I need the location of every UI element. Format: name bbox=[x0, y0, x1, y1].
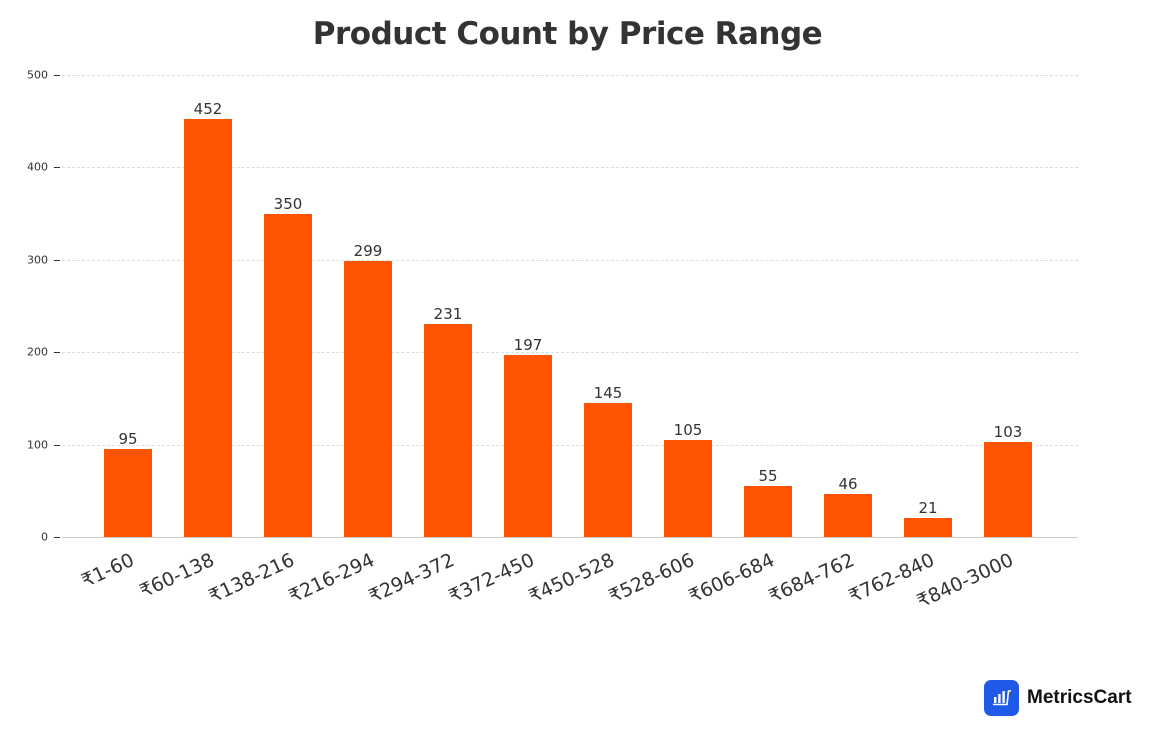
bar bbox=[984, 441, 1032, 537]
x-tick-label: ₹216-294 bbox=[285, 549, 378, 608]
bar-value-label: 103 bbox=[993, 422, 1023, 441]
bar-value-label: 95 bbox=[118, 430, 138, 449]
y-tick-mark bbox=[54, 444, 60, 446]
x-tick-label: ₹684-762 bbox=[765, 549, 858, 608]
x-tick-label: ₹528-606 bbox=[605, 549, 698, 608]
bar-value-label: 21 bbox=[918, 498, 938, 517]
bar-value-label: 145 bbox=[593, 384, 623, 403]
x-tick-label: ₹60-138 bbox=[136, 549, 218, 603]
bar bbox=[904, 517, 952, 537]
y-tick-label: 400 bbox=[27, 160, 48, 174]
bar-value-label: 299 bbox=[353, 241, 383, 260]
x-tick-label: ₹372-450 bbox=[445, 549, 538, 608]
bar-value-label: 231 bbox=[433, 304, 463, 323]
bar bbox=[504, 354, 552, 537]
logo-text: MetricsCart bbox=[1027, 687, 1132, 708]
bar-value-label: 46 bbox=[838, 475, 858, 494]
chart-title: Product Count by Price Range bbox=[312, 16, 823, 52]
bar-value-label: 197 bbox=[513, 335, 543, 354]
bar-value-label: 55 bbox=[758, 467, 778, 486]
metricscart-logo: MetricsCart bbox=[984, 680, 1132, 716]
bar bbox=[584, 403, 632, 537]
y-tick-mark bbox=[54, 259, 60, 261]
bar bbox=[264, 213, 312, 537]
bar bbox=[824, 494, 872, 537]
gridline bbox=[62, 167, 1078, 169]
y-tick-mark bbox=[54, 352, 60, 354]
gridline bbox=[62, 259, 1078, 261]
y-tick-label: 300 bbox=[27, 253, 48, 267]
y-tick-label: 0 bbox=[41, 530, 48, 544]
bar bbox=[344, 260, 392, 537]
bar bbox=[424, 323, 472, 537]
x-tick-label: ₹1-60 bbox=[78, 549, 138, 593]
y-tick-mark bbox=[54, 167, 60, 169]
x-tick-label: ₹450-528 bbox=[525, 549, 618, 608]
y-tick-label: 200 bbox=[27, 345, 48, 359]
x-axis-line bbox=[62, 537, 1078, 538]
bar bbox=[104, 449, 152, 537]
y-tick-mark bbox=[54, 75, 60, 76]
bar bbox=[744, 486, 792, 537]
bar-value-label: 350 bbox=[273, 194, 303, 213]
gridline bbox=[62, 352, 1078, 354]
y-tick-label: 100 bbox=[27, 438, 48, 452]
x-tick-label: ₹138-216 bbox=[205, 549, 298, 608]
bar-chart-cart-icon bbox=[984, 680, 1019, 716]
y-tick-label: 500 bbox=[27, 68, 48, 82]
gridline bbox=[62, 75, 1078, 76]
x-tick-label: ₹606-684 bbox=[685, 549, 778, 608]
bar bbox=[184, 119, 232, 537]
gridline bbox=[62, 444, 1078, 446]
bar-value-label: 452 bbox=[193, 100, 223, 119]
y-tick-mark bbox=[54, 537, 60, 538]
bar-value-label: 105 bbox=[673, 420, 703, 439]
bar bbox=[664, 439, 712, 537]
x-tick-label: ₹294-372 bbox=[365, 549, 458, 608]
